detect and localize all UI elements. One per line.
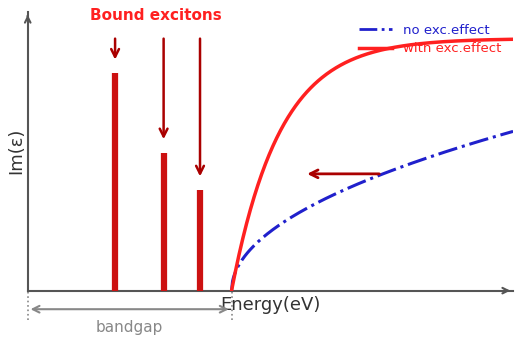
X-axis label: Energy(eV): Energy(eV): [220, 296, 320, 314]
Legend: no exc.effect, with exc.effect: no exc.effect, with exc.effect: [354, 19, 506, 61]
Text: bandgap: bandgap: [96, 320, 163, 335]
Y-axis label: Im(ε): Im(ε): [7, 128, 25, 174]
Text: Bound excitons: Bound excitons: [90, 7, 222, 22]
